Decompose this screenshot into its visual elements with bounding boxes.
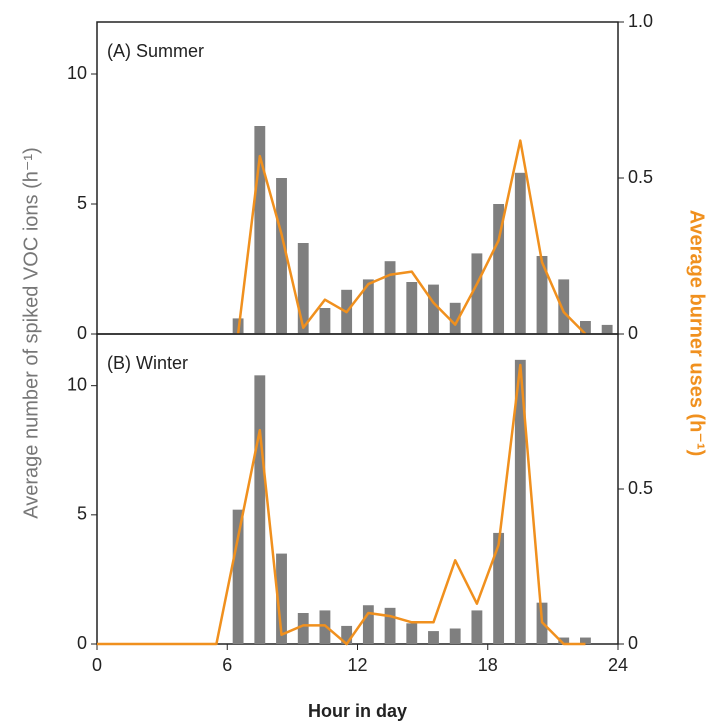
y2-tick-label: 0 <box>628 633 638 653</box>
line <box>97 363 586 646</box>
y-tick-label: 0 <box>77 323 87 343</box>
panel-label: (B) Winter <box>107 353 188 373</box>
y-axis-label: Average number of spiked VOC ions (h⁻¹) <box>20 147 42 518</box>
bar <box>449 302 461 334</box>
bar <box>319 308 331 334</box>
y-tick-label: 5 <box>77 504 87 524</box>
bar <box>341 625 353 644</box>
y2-tick-label: 1.0 <box>628 11 653 31</box>
bar <box>449 628 461 644</box>
bar <box>384 261 396 334</box>
bar <box>428 631 439 644</box>
bar <box>558 279 570 334</box>
bar <box>601 324 613 334</box>
x-tick-label: 6 <box>222 655 232 675</box>
bar <box>254 375 266 644</box>
bar <box>319 610 331 644</box>
bar <box>276 178 287 334</box>
bar <box>406 623 418 644</box>
bar <box>580 321 591 334</box>
bar <box>471 253 483 334</box>
bar <box>297 243 309 334</box>
panel-label: (A) Summer <box>107 41 204 61</box>
bar <box>428 284 439 334</box>
bar <box>362 279 374 334</box>
bar <box>254 126 266 334</box>
bar <box>514 359 526 644</box>
x-tick-label: 24 <box>608 655 628 675</box>
bar <box>232 509 244 644</box>
x-tick-label: 18 <box>478 655 498 675</box>
y-tick-label: 10 <box>67 63 87 83</box>
x-tick-label: 12 <box>347 655 367 675</box>
x-tick-label: 0 <box>92 655 102 675</box>
y-tick-label: 10 <box>67 374 87 394</box>
y2-tick-label: 0.5 <box>628 167 653 187</box>
bar <box>493 204 505 334</box>
y2-tick-label: 0.5 <box>628 478 653 498</box>
y-tick-label: 5 <box>77 193 87 213</box>
y2-axis-label: Average burner uses (h⁻¹) <box>686 210 708 457</box>
x-axis-label: Hour in day <box>308 701 407 721</box>
bar <box>536 256 548 334</box>
bar <box>406 282 418 334</box>
bar <box>514 172 526 334</box>
bar <box>276 553 287 644</box>
bar <box>580 637 591 644</box>
line <box>236 139 587 335</box>
bar <box>297 613 309 644</box>
bar <box>471 610 483 644</box>
y2-tick-label: 0 <box>628 323 638 343</box>
bar <box>493 532 505 644</box>
bar <box>384 607 396 644</box>
bar <box>362 605 374 644</box>
bar <box>558 637 570 644</box>
y-tick-label: 0 <box>77 633 87 653</box>
